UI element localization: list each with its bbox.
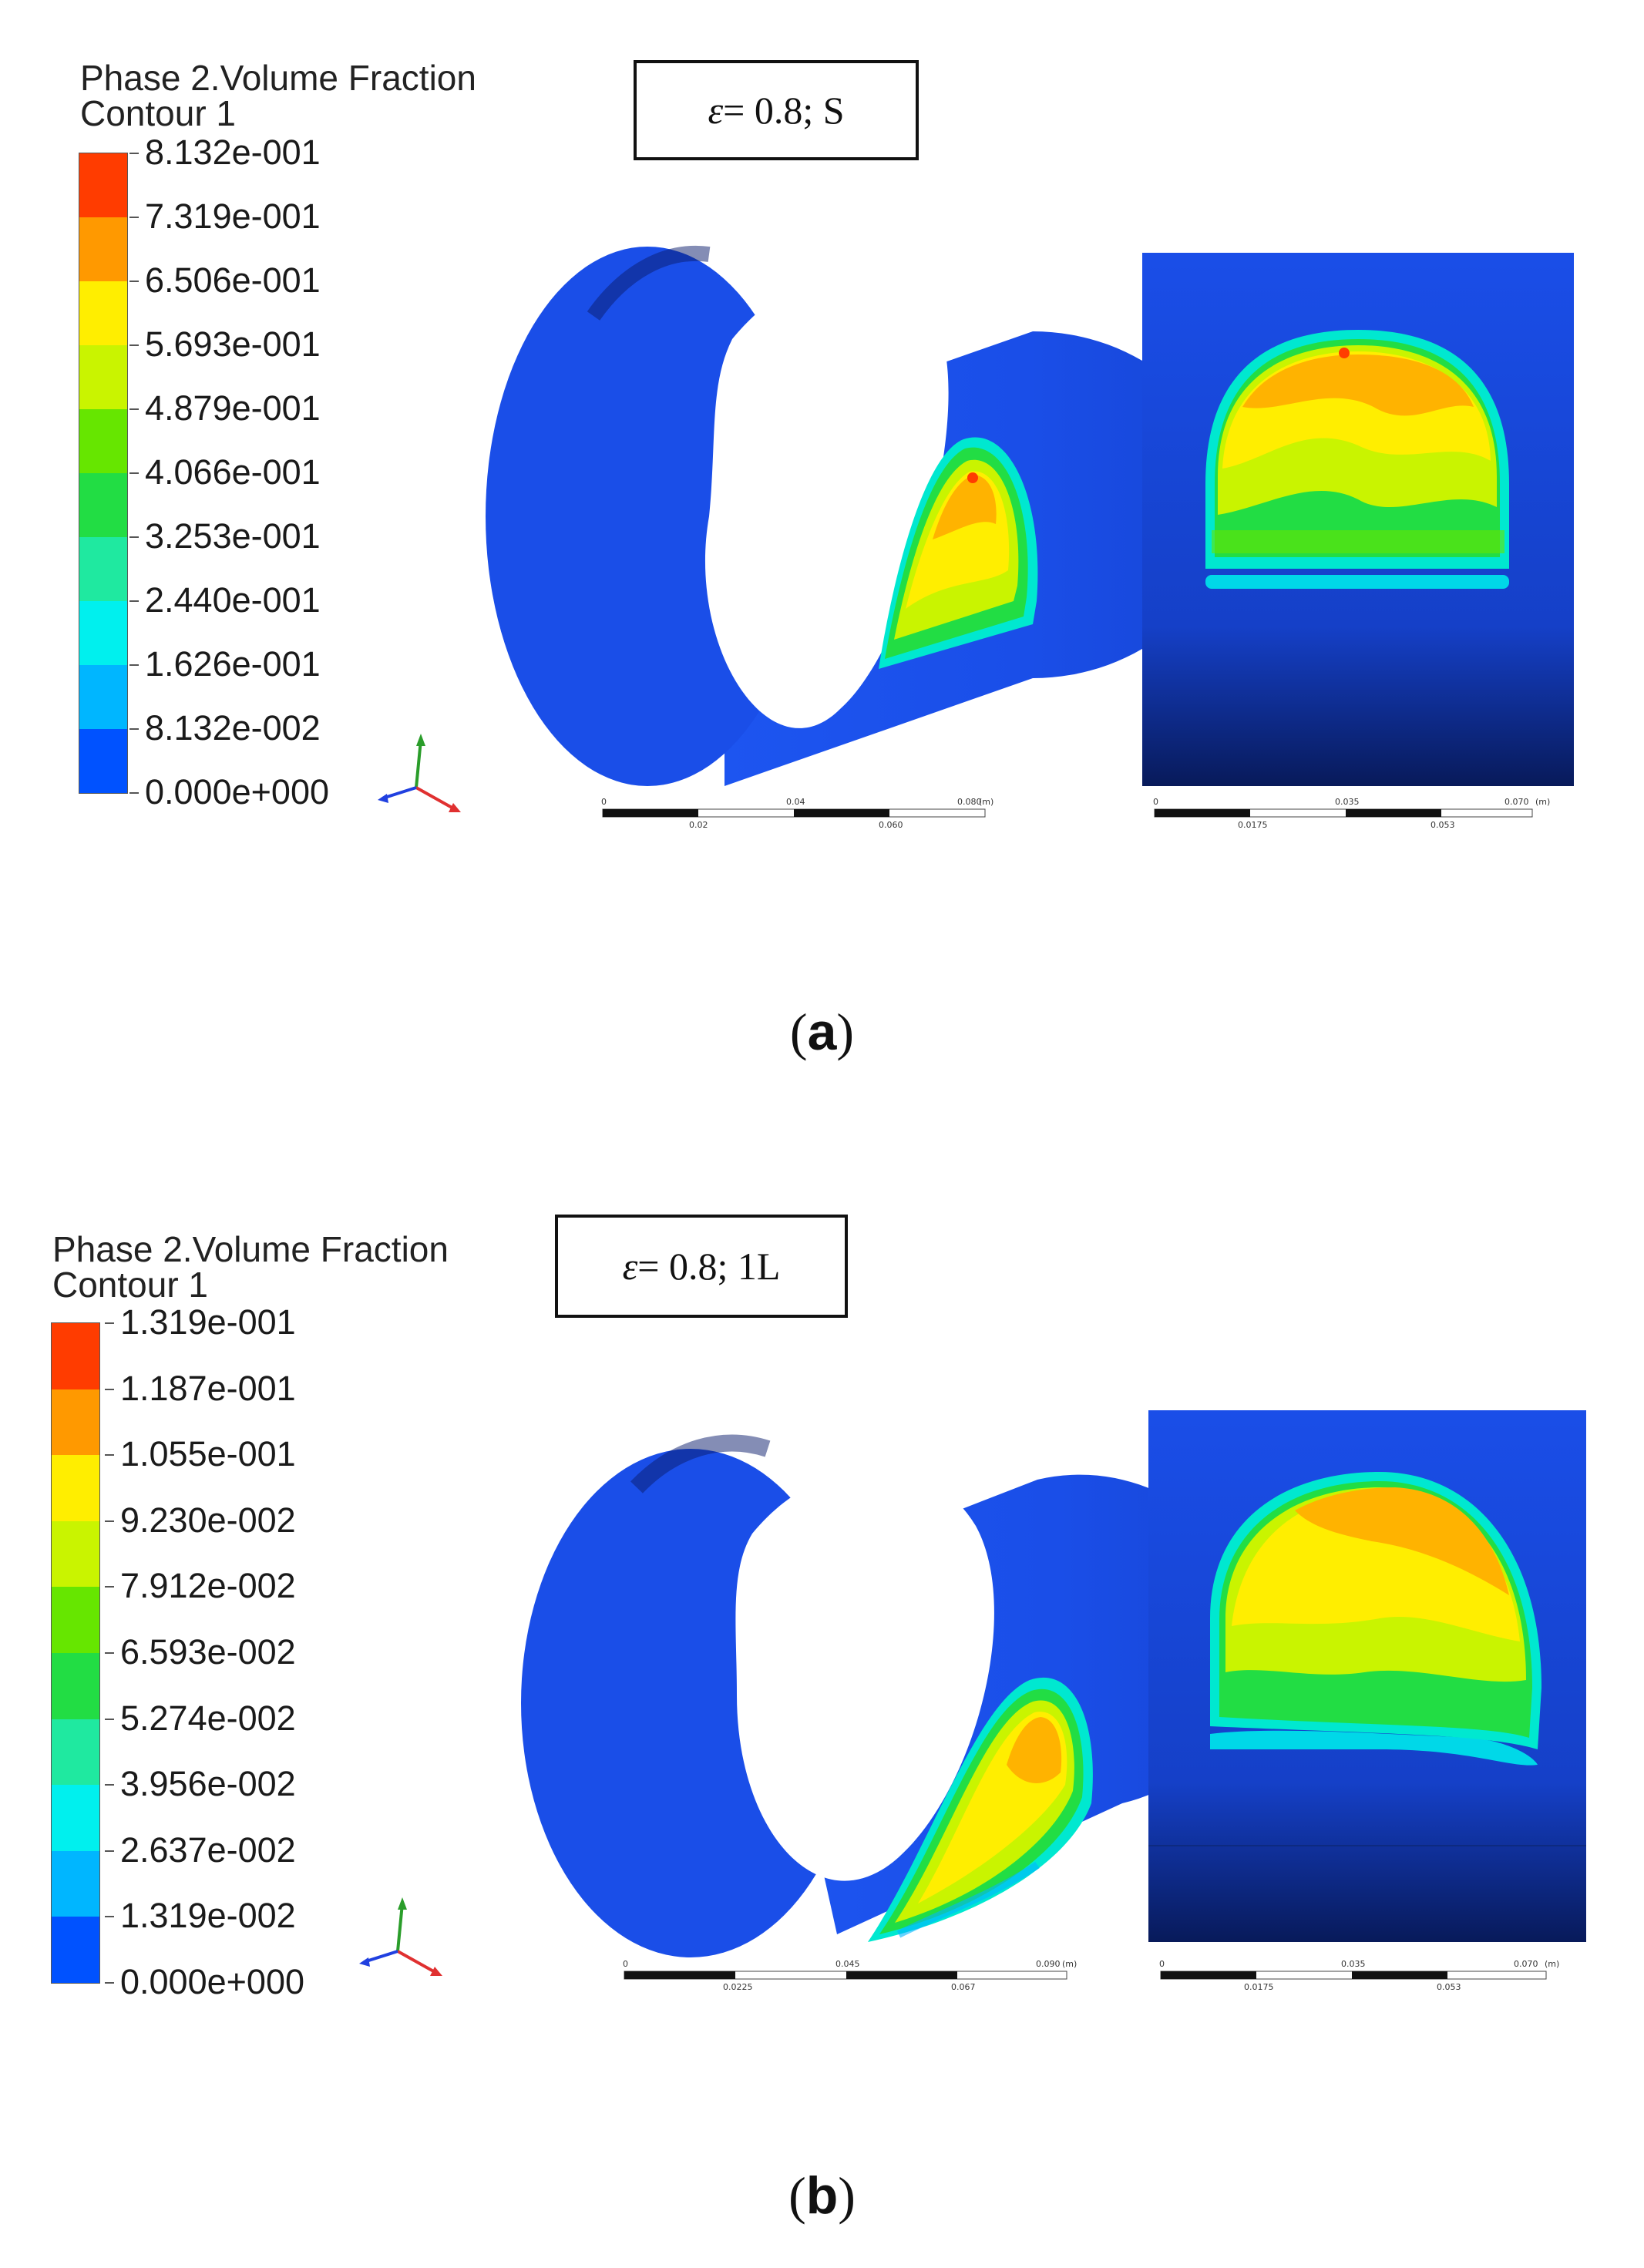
scale-bar-3d: 0 0.045 0.090 (m) 0.0225 0.067 bbox=[623, 1959, 1077, 1992]
scale-bar-section: 0 0.035 0.070 (m) 0.0175 0.053 bbox=[1159, 1959, 1559, 1992]
colorbar-tick-label: 0.000e+000 bbox=[105, 1962, 304, 2001]
scale-tick: 0.04 bbox=[786, 797, 805, 807]
scale-bar-section: 0 0.035 0.070 (m) 0.0175 0.053 bbox=[1153, 797, 1550, 830]
panel-caption: (b) bbox=[788, 2166, 856, 2225]
pipe-opening bbox=[704, 268, 949, 728]
colorbar-tick-label: 3.956e-002 bbox=[105, 1764, 296, 1804]
colorbar-tick-label: 9.230e-002 bbox=[105, 1500, 296, 1540]
scale-tick: 0.053 bbox=[1437, 1982, 1461, 1992]
case-label-box: ε = 0.8; 1L bbox=[555, 1215, 848, 1318]
colorbar-segment bbox=[79, 217, 127, 281]
colorbar bbox=[79, 153, 128, 794]
pipe-3d-view bbox=[521, 1434, 1256, 1957]
colorbar-segment bbox=[79, 729, 127, 793]
axis-triad-icon bbox=[378, 734, 461, 812]
colorbar-segment bbox=[79, 409, 127, 473]
scale-tick: 0 bbox=[623, 1959, 628, 1969]
colorbar-tick-label: 5.274e-002 bbox=[105, 1698, 296, 1738]
colorbar-segment bbox=[52, 1587, 99, 1653]
pipe-opening bbox=[735, 1469, 994, 1881]
liquid-slug-3d bbox=[879, 437, 1038, 669]
scale-tick: 0.080 bbox=[957, 797, 982, 807]
colorbar-tick-label: 8.132e-001 bbox=[129, 133, 321, 172]
colorbar-segment bbox=[79, 153, 127, 217]
legend-subtitle: Contour 1 bbox=[52, 1265, 209, 1305]
colorbar-segment bbox=[79, 537, 127, 601]
legend-title: Phase 2.Volume Fraction bbox=[52, 1229, 449, 1269]
colorbar-segment bbox=[79, 473, 127, 537]
legend-title: Phase 2.Volume Fraction bbox=[80, 58, 476, 98]
colorbar-tick-label: 6.593e-002 bbox=[105, 1632, 296, 1672]
scale-tick: 0.02 bbox=[689, 820, 708, 830]
case-label-epsilon: ε bbox=[708, 89, 724, 132]
scale-tick: 0.0175 bbox=[1238, 820, 1268, 830]
colorbar-tick-label: 4.879e-001 bbox=[129, 388, 321, 428]
colorbar bbox=[51, 1322, 100, 1984]
colorbar-segment bbox=[52, 1652, 99, 1719]
scale-tick: 0.045 bbox=[835, 1959, 860, 1969]
scale-tick: 0.035 bbox=[1335, 797, 1360, 807]
colorbar-tick-label: 2.440e-001 bbox=[129, 580, 321, 620]
colorbar-segment bbox=[79, 345, 127, 409]
colorbar-tick-label: 1.626e-001 bbox=[129, 644, 321, 684]
scale-tick: 0.035 bbox=[1341, 1959, 1366, 1969]
colorbar-segment bbox=[52, 1323, 99, 1389]
scale-tick: 0 bbox=[1153, 797, 1158, 807]
case-label-text: = 0.8; S bbox=[723, 89, 845, 132]
colorbar-segment bbox=[52, 1785, 99, 1851]
scale-tick: 0 bbox=[601, 797, 607, 807]
panel-a: Phase 2.Volume Fraction Contour 1 8.132e… bbox=[0, 0, 1644, 1133]
colorbar-tick-label: 3.253e-001 bbox=[129, 516, 321, 556]
scale-tick: 0.067 bbox=[951, 1982, 976, 1992]
scale-unit: (m) bbox=[1535, 797, 1550, 807]
scale-unit: (m) bbox=[979, 797, 993, 807]
axis-triad-icon bbox=[359, 1897, 442, 1976]
scale-tick: 0.0175 bbox=[1244, 1982, 1274, 1992]
colorbar-segment bbox=[79, 665, 127, 729]
liquid-slug-3d bbox=[868, 1677, 1093, 1942]
colorbar-segment bbox=[52, 1917, 99, 1983]
scale-tick: 0 bbox=[1159, 1959, 1165, 1969]
colorbar-segment bbox=[52, 1389, 99, 1456]
colorbar-tick-label: 1.319e-001 bbox=[105, 1302, 296, 1342]
colorbar-tick-label: 7.319e-001 bbox=[129, 197, 321, 236]
liquid-slug-section bbox=[1210, 1472, 1541, 1766]
scale-tick: 0.053 bbox=[1431, 820, 1455, 830]
colorbar-segment bbox=[52, 1719, 99, 1786]
scale-tick: 0.070 bbox=[1504, 797, 1529, 807]
panel-caption: (a) bbox=[789, 1003, 855, 1061]
scale-unit: (m) bbox=[1062, 1959, 1077, 1969]
colorbar-tick-label: 1.187e-001 bbox=[105, 1368, 296, 1408]
pipe-3d-view bbox=[486, 245, 1229, 786]
colorbar-tick-label: 5.693e-001 bbox=[129, 324, 321, 364]
scale-tick: 0.090 bbox=[1036, 1959, 1061, 1969]
case-label-text: = 0.8; 1L bbox=[637, 1245, 781, 1288]
panel-b: Phase 2.Volume Fraction Contour 1 1.319e… bbox=[0, 1171, 1644, 2268]
colorbar-segment bbox=[52, 1455, 99, 1521]
colorbar-tick-label: 2.637e-002 bbox=[105, 1830, 296, 1870]
cross-section-view bbox=[1142, 253, 1574, 786]
scale-tick: 0.0225 bbox=[723, 1982, 753, 1992]
cross-section-view bbox=[1148, 1410, 1586, 1942]
colorbar-segment bbox=[52, 1850, 99, 1917]
colorbar-tick-label: 1.055e-001 bbox=[105, 1434, 296, 1474]
colorbar-tick-label: 0.000e+000 bbox=[129, 772, 329, 811]
scale-tick: 0.060 bbox=[879, 820, 903, 830]
colorbar-tick-label: 6.506e-001 bbox=[129, 260, 321, 300]
colorbar-tick-label: 7.912e-002 bbox=[105, 1566, 296, 1606]
colorbar-tick-label: 8.132e-002 bbox=[129, 708, 321, 748]
colorbar-segment bbox=[52, 1520, 99, 1588]
colorbar-tick-label: 1.319e-002 bbox=[105, 1896, 296, 1936]
scale-bar-3d: 0 0.04 0.080 (m) 0.02 0.060 bbox=[601, 797, 993, 830]
scale-tick: 0.070 bbox=[1514, 1959, 1538, 1969]
liquid-slug-section bbox=[1205, 330, 1509, 589]
scale-unit: (m) bbox=[1545, 1959, 1559, 1969]
colorbar-segment bbox=[79, 281, 127, 345]
case-label-box: ε = 0.8; S bbox=[634, 60, 919, 160]
colorbar-tick-label: 4.066e-001 bbox=[129, 452, 321, 492]
colorbar-segment bbox=[79, 601, 127, 665]
legend-subtitle: Contour 1 bbox=[80, 93, 237, 133]
case-label-epsilon: ε bbox=[622, 1245, 638, 1288]
